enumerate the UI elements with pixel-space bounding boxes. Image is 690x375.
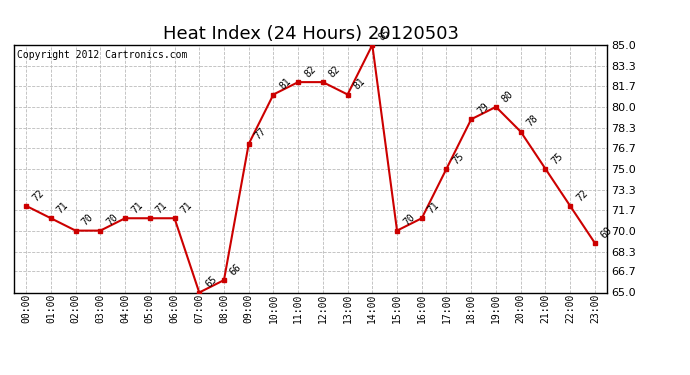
- Text: 71: 71: [426, 200, 442, 216]
- Text: 71: 71: [179, 200, 194, 216]
- Text: 81: 81: [352, 76, 367, 92]
- Text: 71: 71: [129, 200, 145, 216]
- Title: Heat Index (24 Hours) 20120503: Heat Index (24 Hours) 20120503: [163, 26, 458, 44]
- Text: 65: 65: [204, 274, 219, 290]
- Text: 71: 71: [154, 200, 169, 216]
- Text: 72: 72: [30, 188, 46, 203]
- Text: 85: 85: [377, 27, 392, 42]
- Text: 75: 75: [451, 151, 466, 166]
- Text: 71: 71: [55, 200, 70, 216]
- Text: 70: 70: [80, 213, 95, 228]
- Text: 80: 80: [500, 89, 515, 104]
- Text: 69: 69: [599, 225, 614, 240]
- Text: 79: 79: [475, 101, 491, 117]
- Text: 70: 70: [104, 213, 120, 228]
- Text: 72: 72: [574, 188, 590, 203]
- Text: 77: 77: [253, 126, 268, 141]
- Text: 75: 75: [549, 151, 565, 166]
- Text: 82: 82: [302, 64, 317, 80]
- Text: Copyright 2012 Cartronics.com: Copyright 2012 Cartronics.com: [17, 50, 187, 60]
- Text: 66: 66: [228, 262, 244, 278]
- Text: 78: 78: [525, 114, 540, 129]
- Text: 70: 70: [401, 213, 417, 228]
- Text: 81: 81: [277, 76, 293, 92]
- Text: 82: 82: [327, 64, 342, 80]
